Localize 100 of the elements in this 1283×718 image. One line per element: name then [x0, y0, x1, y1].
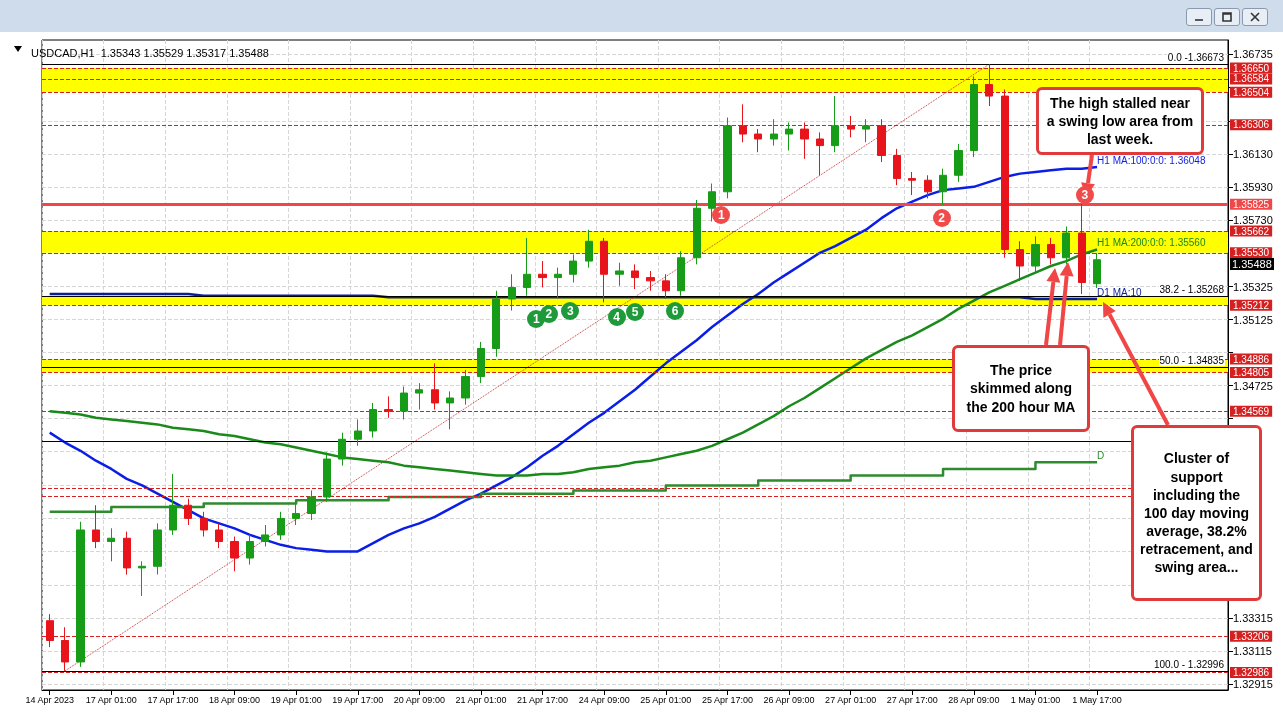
line-series — [48, 165, 1099, 553]
candlestick — [215, 522, 223, 549]
callout-box: Cluster of support including the 100 day moving average, 38.2% retracement, and swing area... — [1131, 425, 1262, 601]
candlestick — [292, 503, 300, 526]
ref-line-label: 1.36584 — [1233, 73, 1270, 85]
candlestick — [985, 63, 993, 107]
x-tick-label: 25 Apr 17:00 — [701, 694, 753, 705]
x-tick-label: 1 May 17:00 — [1072, 694, 1122, 705]
x-tick-label: 14 Apr 2023 — [25, 694, 74, 705]
candlestick — [600, 237, 608, 303]
annotation: 1 — [527, 309, 546, 328]
candlestick — [323, 451, 331, 503]
candlestick — [693, 199, 701, 265]
ref-line-label: 1.35212 — [1233, 299, 1270, 311]
candlestick — [46, 613, 54, 648]
candlestick — [1001, 88, 1009, 259]
series-label: H1 MA:200:0:0: 1.35560 — [1097, 237, 1206, 249]
x-tick-label: 20 Apr 09:00 — [393, 694, 445, 705]
candlestick — [631, 263, 639, 290]
callout-box: The high stalled near a swing low area from last week. — [1036, 87, 1204, 155]
x-tick-label: 21 Apr 01:00 — [455, 694, 507, 705]
candlestick — [123, 531, 131, 576]
candlestick — [1047, 237, 1055, 265]
candlestick — [770, 118, 778, 147]
x-tick-label: 1 May 01:00 — [1010, 694, 1061, 705]
candlestick — [477, 341, 485, 384]
series-label: D1 MA:10 — [1097, 286, 1142, 298]
annotation: 6 — [666, 301, 685, 320]
ref-line-label: 1.33206 — [1233, 630, 1270, 642]
candlestick — [723, 117, 732, 199]
y-tick-label: 1.34725 — [1233, 379, 1273, 392]
candlestick — [554, 267, 562, 300]
candlestick — [1062, 225, 1070, 265]
x-tick-label: 19 Apr 17:00 — [332, 694, 384, 705]
candlestick — [92, 504, 100, 549]
y-tick-label: 1.33115 — [1233, 645, 1272, 658]
annotation: 38.2 - 1.35268 — [1158, 284, 1225, 296]
series-label: H1 MA:100:0:0: 1.36048 — [1097, 154, 1206, 166]
annotation: 3 — [1075, 186, 1094, 205]
ref-line-label: 1.36650 — [1233, 62, 1270, 74]
candlestick — [739, 103, 747, 143]
text: USDCAD,H1 1.35343 1.35529 1.35317 1.35488 — [31, 46, 269, 59]
y-tick-label: 1.33315 — [1233, 612, 1273, 625]
candlestick — [492, 290, 500, 358]
candlestick — [200, 511, 208, 538]
x-tick-label: 25 Apr 01:00 — [640, 694, 692, 705]
x-tick-label: 28 Apr 09:00 — [948, 694, 1000, 705]
candlestick — [415, 382, 423, 411]
candlestick — [384, 395, 393, 419]
candlestick — [816, 131, 824, 176]
text: 1.35488 — [1230, 257, 1274, 270]
y-tick-label: 1.35125 — [1233, 313, 1273, 326]
annotation: 100.0 - 1.32996 — [1152, 658, 1225, 670]
candlestick — [184, 498, 192, 526]
x-tick-label: 21 Apr 17:00 — [517, 694, 569, 705]
candlestick — [877, 118, 886, 163]
candlestick — [908, 171, 916, 196]
y-tick-label: 1.36130 — [1233, 147, 1273, 160]
y-tick-label: 1.36735 — [1233, 48, 1273, 61]
candlestick — [538, 260, 547, 288]
x-tick-label: 19 Apr 01:00 — [270, 694, 322, 705]
y-tick-label: 1.32915 — [1233, 678, 1273, 691]
candlestick — [708, 183, 716, 222]
candlestick — [230, 536, 239, 572]
candlestick — [61, 626, 69, 672]
annotation: 2 — [539, 304, 558, 323]
y-tick-label: 1.35730 — [1233, 213, 1273, 226]
annotation: 3 — [561, 301, 580, 320]
candlestick — [76, 521, 85, 668]
line-series — [48, 248, 1099, 477]
candlestick — [862, 118, 870, 143]
candlestick — [754, 128, 762, 153]
x-tick-label: 17 Apr 01:00 — [85, 694, 137, 705]
x-tick-label: 18 Apr 09:00 — [209, 694, 261, 705]
candlestick — [523, 237, 531, 297]
candlestick — [831, 95, 839, 153]
annotation: 50.0 - 1.34835 — [1158, 355, 1225, 367]
annotation: 4 — [607, 308, 626, 327]
annotation: 5 — [626, 303, 644, 322]
ref-line-label: 1.34886 — [1233, 353, 1270, 365]
series-label: D — [1097, 449, 1105, 461]
candlestick — [446, 390, 454, 430]
candlestick — [508, 273, 516, 312]
candlestick — [261, 524, 269, 547]
candlestick — [785, 121, 793, 152]
candlestick — [1016, 240, 1024, 282]
candlestick — [677, 250, 685, 297]
candlestick — [954, 143, 963, 183]
candlestick — [646, 270, 655, 292]
candlestick — [970, 75, 978, 158]
ref-line-label: 1.35530 — [1233, 247, 1270, 259]
candlestick — [1078, 203, 1086, 295]
candlestick — [569, 253, 577, 284]
candlestick — [400, 385, 408, 420]
candlestick — [615, 262, 624, 287]
ref-line-label: 1.36306 — [1233, 119, 1270, 131]
candlestick — [431, 362, 439, 411]
x-tick-label: 27 Apr 01:00 — [825, 694, 877, 705]
candlestick — [107, 527, 115, 562]
x-tick-label: 27 Apr 17:00 — [886, 694, 938, 705]
